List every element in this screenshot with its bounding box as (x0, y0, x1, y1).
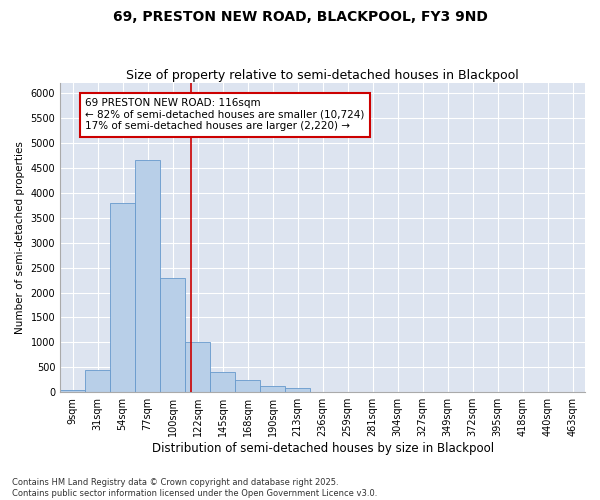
Bar (135, 160, 160, 392)
Bar (210, 372, 235, 392)
Text: 69 PRESTON NEW ROAD: 116sqm
← 82% of semi-detached houses are smaller (10,724)
1: 69 PRESTON NEW ROAD: 116sqm ← 82% of sem… (85, 98, 365, 132)
Bar (60, 390, 85, 392)
Bar (260, 386, 285, 392)
Bar (235, 380, 260, 392)
X-axis label: Distribution of semi-detached houses by size in Blackpool: Distribution of semi-detached houses by … (152, 442, 494, 455)
Title: Size of property relative to semi-detached houses in Blackpool: Size of property relative to semi-detach… (126, 69, 519, 82)
Bar (110, 203, 135, 392)
Bar (285, 388, 310, 392)
Text: Contains HM Land Registry data © Crown copyright and database right 2025.
Contai: Contains HM Land Registry data © Crown c… (12, 478, 377, 498)
Bar (160, 278, 185, 392)
Y-axis label: Number of semi-detached properties: Number of semi-detached properties (15, 141, 25, 334)
Bar (85, 370, 110, 392)
Text: 69, PRESTON NEW ROAD, BLACKPOOL, FY3 9ND: 69, PRESTON NEW ROAD, BLACKPOOL, FY3 9ND (113, 10, 487, 24)
Bar (185, 342, 210, 392)
